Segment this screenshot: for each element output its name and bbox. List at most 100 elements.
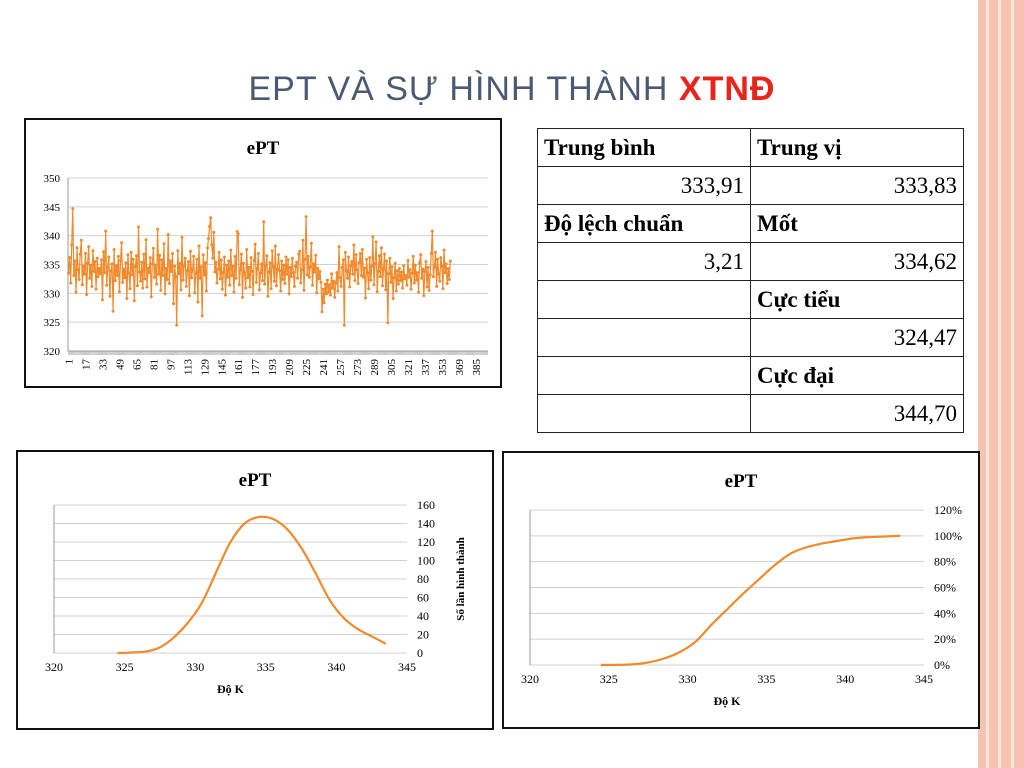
data-point [368,256,372,260]
ept-cumulative-chart: ePT 0% 20% 40% 60% 80% 100% 120% 320 325 330 335 340… [502,451,980,729]
data-point [292,284,296,288]
data-point [117,290,121,294]
x-axis-label: Độ K [217,682,245,696]
data-point [190,276,194,280]
data-point [270,249,274,253]
data-point [388,256,392,260]
data-point [254,280,258,284]
data-point [180,235,184,239]
data-point [106,265,110,269]
data-point [124,261,128,265]
data-point [209,216,213,220]
data-point [219,258,223,262]
x-tick-label: 335 [257,660,275,674]
data-point [176,249,180,253]
data-point [422,294,426,298]
data-point [72,274,76,277]
data-point [148,256,152,260]
data-point [343,250,347,254]
data-point [391,297,395,300]
data-point [121,280,125,284]
data-point [335,271,339,275]
data-point [169,269,173,273]
data-point [116,254,120,258]
chart-title: ePT [239,470,272,491]
data-point [381,284,384,288]
data-point [109,269,113,273]
data-point [298,249,302,253]
data-point [302,288,306,292]
x-tick-label: 345 [398,660,416,674]
x-tick-label: 129 [199,359,211,376]
x-tick-label: 17 [81,359,93,371]
chart-title: ePT [725,471,758,492]
data-point [158,253,162,257]
data-point [311,283,314,287]
x-axis-label: Độ K [714,694,742,708]
data-point [140,260,144,264]
data-point [128,287,132,291]
data-point [248,285,252,289]
table-row: 344,70 [537,394,964,433]
data-point [93,260,97,264]
data-point [192,254,196,258]
data-point [146,266,150,270]
data-point [430,229,434,233]
table-cell: 3,21 [537,242,751,281]
y-tick-label: 100% [934,529,962,543]
data-point [218,277,222,281]
data-point [289,275,293,279]
data-point [244,286,248,290]
y-tick-label: 40% [934,606,956,620]
data-point [160,258,164,262]
data-point [262,220,266,224]
data-point [151,246,155,250]
data-point [447,278,451,281]
y-tick-label: 20 [417,628,429,642]
y-tick-label: 335 [44,260,61,272]
ept-timeseries-chart: ePT 320 325 330 335 340 345 350 1 17 33 49 65 81 97 113… [24,118,502,388]
data-point [85,293,89,296]
data-point [339,284,343,288]
data-point [417,290,420,294]
table-row: Trung bình Trung vị [537,128,964,167]
data-point [203,261,207,265]
y-tick-label: 340 [44,231,61,243]
data-point [143,277,147,281]
data-point [416,271,419,275]
data-point [414,278,418,282]
data-point [356,282,360,285]
data-point [399,279,402,283]
data-point [294,264,297,268]
x-tick-label: 337 [420,359,432,376]
data-point [182,264,186,268]
data-point [156,227,160,231]
data-point [144,238,148,242]
data-point [371,235,375,239]
data-point [390,265,394,269]
data-point [336,289,340,293]
data-point [178,261,182,265]
data-point [346,276,349,280]
slide-title: EPT VÀ SỰ HÌNH THÀNH XTNĐ [0,70,1024,109]
y-tick-label: 80% [934,555,956,569]
data-point [264,264,268,268]
y-tick-label: 20% [934,632,956,646]
data-point [232,290,236,294]
x-tick-label: 305 [386,359,398,376]
data-point [260,262,264,266]
data-point [237,283,241,287]
data-point [404,274,408,277]
y-tick-label: 120% [934,503,962,517]
data-point [365,257,369,261]
data-point [230,274,234,277]
table-cell: Cực đại [750,356,964,395]
data-point [183,256,187,260]
data-point [111,309,115,313]
data-point [226,275,230,279]
data-point [406,259,410,262]
x-tick-label: 209 [284,359,296,376]
data-point [255,267,259,270]
y-tick-label: 60% [934,581,956,595]
data-point [177,272,181,276]
